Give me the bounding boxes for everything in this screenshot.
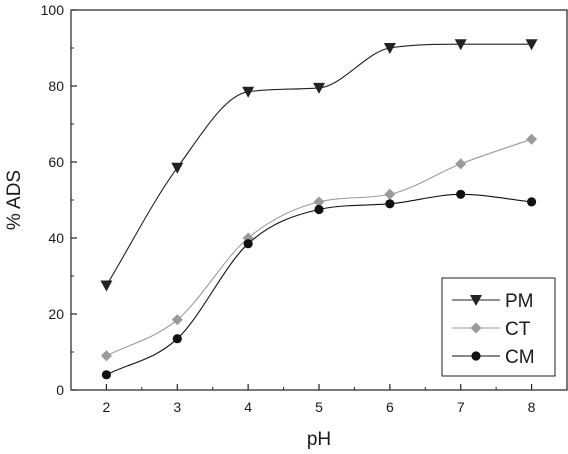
- x-tick-label: 3: [173, 399, 181, 415]
- data-point-pm: [313, 82, 325, 94]
- y-axis: 0 20 40 60 80 100: [41, 2, 77, 398]
- data-point-pm: [100, 280, 113, 292]
- data-point-ct: [313, 196, 325, 208]
- x-tick-label: 4: [244, 399, 252, 415]
- legend-label-cm: CM: [505, 347, 535, 368]
- data-point-cm: [314, 204, 324, 215]
- data-point-ct: [384, 188, 396, 200]
- data-point-pm: [383, 43, 396, 54]
- data-point-cm: [172, 334, 182, 344]
- data-point-pm: [454, 39, 467, 51]
- y-tick-label: 20: [48, 306, 64, 322]
- legend-label-ct: CT: [505, 319, 531, 340]
- x-axis: 2 3 4 5 6 7 8: [70, 384, 568, 415]
- data-point-pm: [171, 162, 184, 174]
- markers-layer: [100, 39, 538, 380]
- data-point-pm: [242, 86, 255, 98]
- data-point-ct: [455, 158, 467, 170]
- data-point-cm: [101, 370, 112, 380]
- legend-label-pm: PM: [505, 291, 534, 312]
- x-tick-label: 2: [103, 399, 111, 415]
- x-tick-label: 8: [528, 399, 536, 415]
- data-point-cm: [385, 199, 395, 209]
- data-point-cm: [243, 239, 253, 249]
- x-tick-label: 7: [457, 399, 465, 415]
- data-point-ct: [100, 350, 112, 362]
- data-point-cm: [526, 197, 537, 207]
- y-tick-label: 40: [48, 230, 64, 246]
- legend-marker-pm: [470, 295, 482, 306]
- y-tick-label: 80: [48, 78, 64, 94]
- legend-box: [441, 277, 556, 377]
- series-line-pm: [105, 43, 532, 286]
- data-point-ct: [171, 314, 183, 326]
- legend-marker-cm: [471, 351, 481, 361]
- y-axis-title: % ADS: [4, 170, 25, 230]
- data-point-pm: [525, 39, 538, 51]
- data-point-cm: [456, 189, 466, 199]
- x-tick-label: 5: [315, 399, 323, 415]
- y-tick-label: 60: [48, 154, 64, 170]
- x-tick-label: 6: [386, 399, 394, 415]
- legend: PM CT CM: [441, 277, 556, 377]
- y-tick-label: 0: [56, 382, 64, 398]
- x-axis-title: pH: [307, 429, 331, 450]
- y-tick-label: 100: [41, 2, 65, 18]
- legend-marker-ct: [470, 322, 482, 334]
- data-point-ct: [526, 133, 538, 145]
